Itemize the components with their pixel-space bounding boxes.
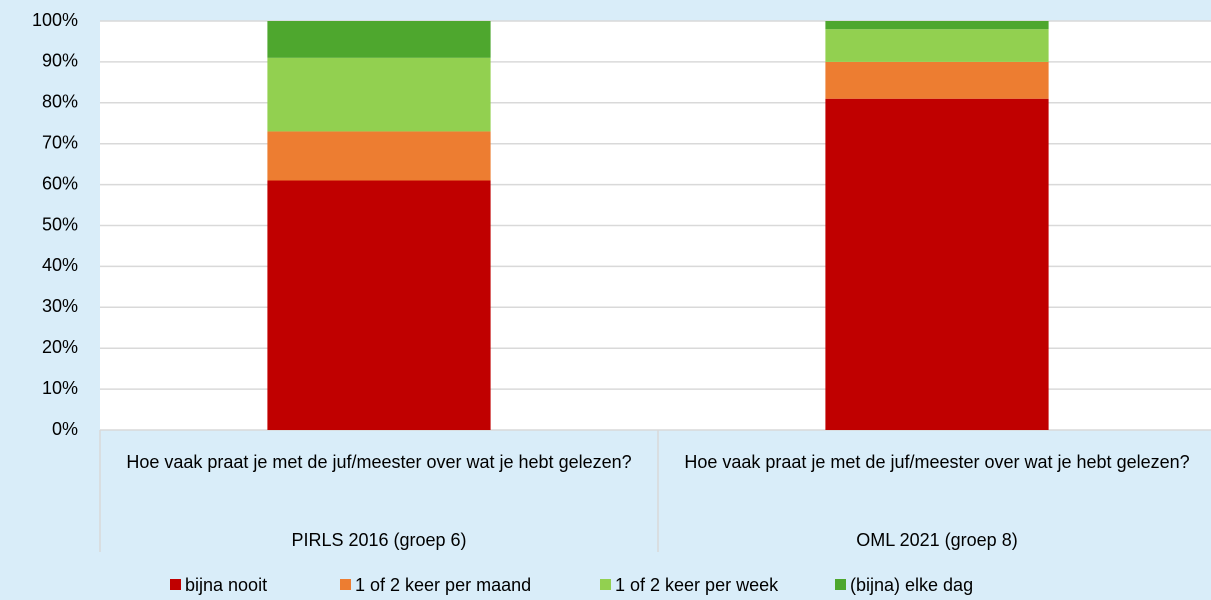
bar-segment <box>825 98 1049 431</box>
bar-segment <box>267 57 491 132</box>
bar-segment <box>825 29 1049 62</box>
y-tick-label: 100% <box>32 10 78 30</box>
group-label: PIRLS 2016 (groep 6) <box>291 530 467 550</box>
legend-label: 1 of 2 keer per maand <box>355 575 531 595</box>
legend-label: 1 of 2 keer per week <box>615 575 779 595</box>
y-tick-label: 80% <box>42 92 78 112</box>
bar-segment <box>267 21 491 58</box>
y-tick-label: 10% <box>42 378 78 398</box>
bar-segment <box>825 21 1049 30</box>
y-tick-label: 70% <box>42 132 78 152</box>
y-tick-label: 60% <box>42 173 78 193</box>
y-tick-label: 90% <box>42 51 78 71</box>
category-label: Hoe vaak praat je met de juf/meester ove… <box>684 452 1190 472</box>
bar-segment <box>267 131 491 181</box>
y-tick-label: 0% <box>52 419 78 439</box>
legend-swatch <box>340 579 351 590</box>
y-tick-label: 20% <box>42 337 78 357</box>
category-label: Hoe vaak praat je met de juf/meester ove… <box>126 452 632 472</box>
y-tick-label: 40% <box>42 255 78 275</box>
y-tick-label: 50% <box>42 214 78 234</box>
legend-label: (bijna) elke dag <box>850 575 973 595</box>
legend-label: bijna nooit <box>185 575 267 595</box>
legend-swatch <box>170 579 181 590</box>
bar-segment <box>267 180 491 430</box>
y-tick-label: 30% <box>42 296 78 316</box>
legend-swatch <box>835 579 846 590</box>
group-label: OML 2021 (groep 8) <box>856 530 1018 550</box>
bar-segment <box>825 61 1049 99</box>
legend-swatch <box>600 579 611 590</box>
